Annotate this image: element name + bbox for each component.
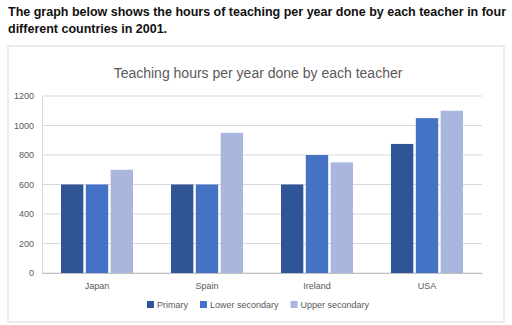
y-axis: 0 200 400 600 800 1000 1200 [14,91,43,278]
x-tick-label: Spain [195,281,218,291]
x-tick-label: USA [418,281,437,291]
y-tick: 1200 [14,91,42,101]
legend-label: Primary [157,300,188,310]
y-tick: 0 [29,268,42,278]
legend-swatch [200,301,207,308]
legend: Primary Lower secondary Upper secondary [147,300,370,310]
legend-item: Upper secondary [291,300,370,310]
y-tick: 800 [19,150,42,160]
bar [111,170,133,273]
grid [42,96,482,273]
y-axis-line [42,97,43,274]
y-tick-label: 200 [19,239,34,249]
y-tick-label: 1000 [14,121,34,131]
y-tick: 1000 [14,121,42,131]
y-tick: 400 [19,209,42,219]
grid-line [42,96,482,97]
x-tick: Spain [195,273,218,291]
bars [61,111,463,273]
bar [196,185,218,274]
bar [416,118,438,273]
x-tick: Ireland [303,273,331,291]
bar [61,185,83,274]
x-tick-label: Ireland [303,281,331,291]
chart-title: Teaching hours per year done by each tea… [114,65,403,81]
legend-label: Upper secondary [301,300,370,310]
legend-swatch [147,301,154,308]
bar [441,111,463,273]
x-axis-line [43,273,483,274]
bar [86,185,108,274]
y-tick-label: 1200 [14,91,34,101]
y-tick: 600 [19,180,42,190]
legend-swatch [291,301,298,308]
x-axis: Japan Spain Ireland USA [43,273,483,291]
legend-label: Lower secondary [210,300,279,310]
bar [221,133,243,273]
x-tick-label: Japan [85,281,110,291]
y-tick-label: 600 [19,180,34,190]
bar [281,185,303,274]
y-tick: 200 [19,239,42,249]
header-text: The graph below shows the hours of teach… [8,4,508,38]
bar [331,162,353,273]
legend-item: Lower secondary [200,300,279,310]
legend-item: Primary [147,300,188,310]
bar [171,185,193,274]
y-tick-label: 400 [19,209,34,219]
x-tick: Japan [85,273,110,291]
bar [306,155,328,273]
y-tick-label: 800 [19,150,34,160]
y-tick-label: 0 [29,268,34,278]
chart-frame [8,46,504,322]
bar [391,144,413,273]
x-tick: USA [418,273,437,291]
chart: Teaching hours per year done by each tea… [0,0,512,325]
